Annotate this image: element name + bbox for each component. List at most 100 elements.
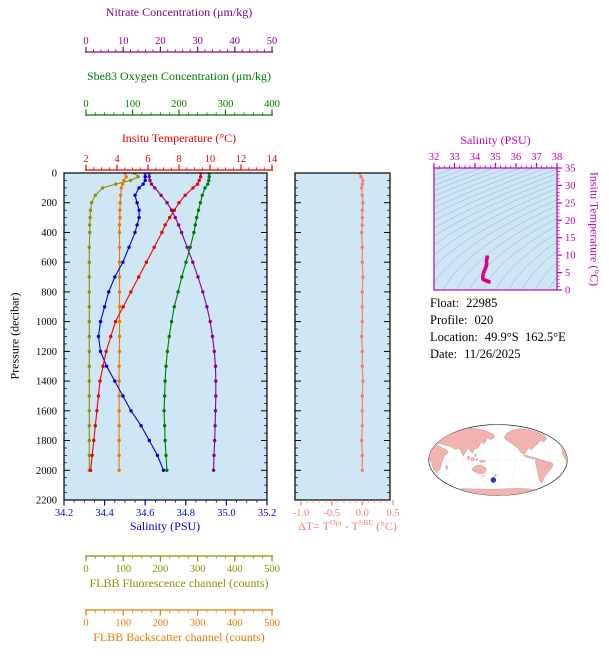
- data-point: [98, 319, 103, 324]
- data-point: [205, 305, 209, 309]
- float-info: Float: 22985 Profile: 020 Location: 49.9°S …: [430, 295, 566, 363]
- landmass-new-guinea: [479, 460, 486, 463]
- data-point: [149, 182, 154, 186]
- pressure-axis-title: Pressure (decibar): [7, 292, 22, 380]
- data-point: [169, 319, 174, 324]
- contour-line: [434, 168, 495, 191]
- tick-label: 0.5: [386, 508, 399, 519]
- contour-line: [455, 211, 557, 290]
- data-point: [482, 271, 486, 275]
- data-point: [183, 193, 187, 197]
- data-point: [163, 438, 167, 443]
- tick-label: 0: [83, 564, 88, 575]
- contour-line: [434, 168, 557, 222]
- data-point: [210, 334, 215, 339]
- landmass-borneo: [470, 457, 475, 461]
- tick-label: 34.4: [95, 508, 114, 519]
- data-point: [117, 290, 122, 294]
- tick-label: 35: [490, 152, 501, 163]
- data-point: [164, 364, 168, 368]
- tick-label: 20: [155, 36, 166, 47]
- location-row: Location: 49.9°S 162.5°E: [430, 329, 566, 346]
- data-point: [117, 379, 121, 383]
- location-value: 49.9°S 162.5°E: [484, 330, 566, 344]
- tick-label: 34.6: [136, 508, 154, 519]
- data-point: [88, 208, 93, 212]
- data-point: [87, 260, 92, 264]
- data-point: [203, 186, 207, 190]
- data-point: [359, 175, 363, 179]
- tick-label: 32: [429, 152, 440, 163]
- salinity-series: [96, 173, 166, 472]
- data-point: [90, 453, 94, 458]
- contour-line: [482, 225, 557, 290]
- data-point: [195, 215, 199, 220]
- tick-label: 400: [227, 618, 243, 629]
- contour-line: [434, 168, 548, 215]
- landmass-greenland: [547, 427, 557, 436]
- data-point: [135, 201, 139, 205]
- data-point: [485, 257, 489, 261]
- tick-label: -0.5: [323, 508, 340, 519]
- data-point: [155, 453, 160, 458]
- data-point: [163, 223, 167, 227]
- data-point: [360, 290, 364, 294]
- data-point: [121, 260, 125, 264]
- profile-number-value: 020: [474, 313, 494, 327]
- tick-label: 14: [267, 154, 278, 165]
- world-map: [428, 424, 568, 496]
- contour-line: [434, 168, 508, 197]
- data-point: [212, 349, 216, 354]
- data-point: [211, 468, 216, 472]
- data-point: [360, 394, 364, 398]
- data-point: [118, 193, 123, 197]
- tick-label: 38: [552, 152, 563, 163]
- data-point: [185, 245, 189, 249]
- contour-line: [495, 232, 557, 290]
- float-id-row: Float: 22985: [430, 295, 566, 312]
- contour-line: [434, 178, 557, 237]
- contour-line: [434, 168, 534, 209]
- tick-label: 300: [190, 564, 206, 575]
- tick-label: 1400: [36, 377, 57, 388]
- data-point: [360, 230, 364, 235]
- data-point: [191, 260, 195, 264]
- data-point: [164, 453, 168, 458]
- data-point: [196, 208, 201, 212]
- data-point: [117, 394, 121, 398]
- data-point: [87, 409, 92, 413]
- profile-number-row: Profile: 020: [430, 312, 566, 329]
- data-point: [137, 215, 141, 220]
- tick-label: 0: [83, 36, 88, 47]
- tick-label: 300: [190, 618, 206, 629]
- tick-label: 200: [171, 99, 187, 110]
- data-point: [107, 290, 111, 294]
- tick-label: 200: [41, 198, 57, 209]
- data-point: [198, 201, 203, 205]
- landmass-new-zealand-north: [494, 474, 497, 477]
- data-point: [121, 394, 125, 398]
- tick-label: 1200: [36, 347, 57, 358]
- data-point: [137, 275, 141, 279]
- backscatter-series: [117, 173, 128, 472]
- data-point: [117, 230, 122, 235]
- tick-label: 200: [153, 564, 169, 575]
- data-point: [360, 409, 364, 413]
- landmass-sumatra: [467, 455, 470, 460]
- data-point: [143, 175, 147, 179]
- tick-label: 2000: [36, 466, 57, 477]
- data-point: [172, 208, 177, 212]
- tick-label: 15: [565, 233, 576, 244]
- data-point: [167, 334, 171, 339]
- data-point: [128, 178, 133, 183]
- tick-label: 8: [176, 154, 181, 165]
- data-point: [360, 208, 364, 212]
- data-point: [117, 245, 122, 249]
- temperature-series: [88, 173, 203, 472]
- data-point: [200, 193, 204, 197]
- landmass-south-america: [535, 458, 554, 484]
- data-point: [101, 364, 105, 368]
- title-part: ΔT= T: [298, 519, 330, 533]
- data-point: [136, 175, 140, 179]
- data-point: [201, 290, 205, 294]
